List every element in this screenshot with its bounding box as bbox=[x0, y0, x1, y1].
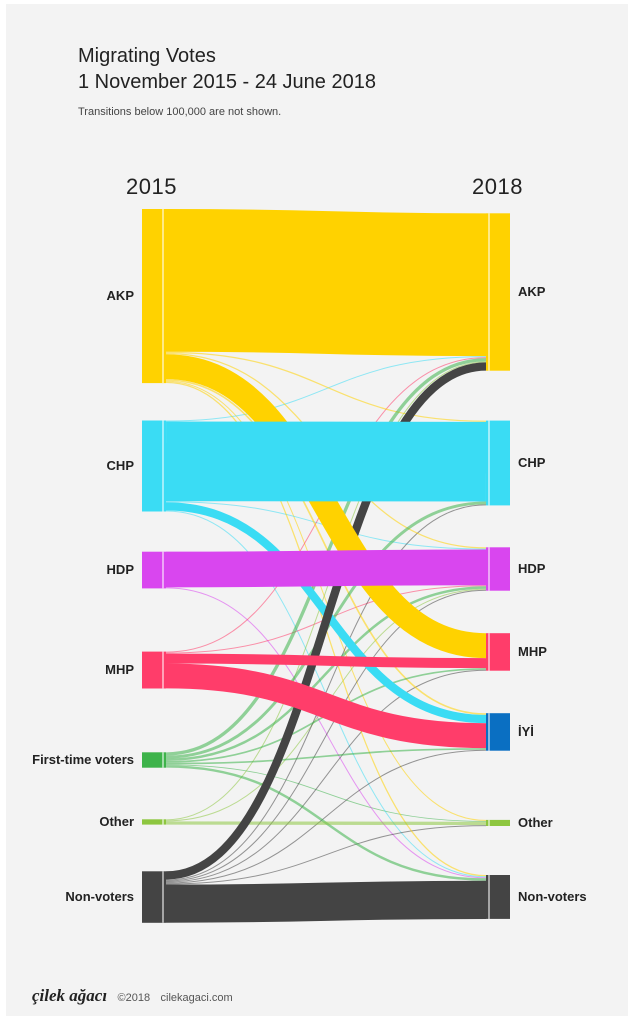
label-left-other: Other bbox=[99, 814, 134, 829]
label-right-chp: CHP bbox=[518, 455, 546, 470]
label-right-hdp: HDP bbox=[518, 561, 546, 576]
flow-non-voters-to-akp bbox=[165, 362, 487, 880]
flow-non-voters-to-chp bbox=[165, 504, 487, 881]
label-right-i-yi: İYİ bbox=[518, 724, 534, 739]
flow-akp-to-akp bbox=[165, 208, 487, 357]
flow-akp-to-other bbox=[165, 380, 487, 821]
flow-other-to-akp bbox=[165, 361, 487, 821]
label-right-non-voters: Non-voters bbox=[518, 889, 587, 904]
flow-first-time-voters-to-i-yi bbox=[165, 748, 487, 765]
label-left-chp: CHP bbox=[107, 458, 135, 473]
node-left-akp bbox=[142, 209, 166, 384]
flow-non-voters-to-hdp bbox=[165, 589, 487, 882]
label-left-non-voters: Non-voters bbox=[65, 889, 134, 904]
node-right-chp bbox=[486, 420, 510, 506]
flow-mhp-to-i-yi bbox=[165, 663, 487, 749]
node-left-hdp bbox=[142, 551, 166, 589]
node-left-other bbox=[142, 819, 166, 825]
sankey-diagram: AKP CHP HDP MHP First-time voters Other Non-vo… bbox=[32, 208, 587, 923]
chart-title: Migrating Votes bbox=[78, 45, 216, 67]
chart-subtitle: Transitions below 100,000 are not shown. bbox=[78, 106, 282, 118]
flow-akp-to-mhp bbox=[165, 354, 487, 659]
flows-layer bbox=[165, 208, 487, 923]
flow-akp-to-chp bbox=[165, 351, 487, 422]
labels-layer: AKP CHP HDP MHP First-time voters Other Non-vo… bbox=[32, 284, 587, 904]
label-right-akp: AKP bbox=[518, 284, 546, 299]
label-left-hdp: HDP bbox=[107, 562, 135, 577]
flow-mhp-to-mhp bbox=[165, 653, 487, 669]
label-left-mhp: MHP bbox=[105, 662, 134, 677]
node-right-mhp bbox=[486, 633, 510, 671]
flow-non-voters-to-i-yi bbox=[165, 749, 487, 884]
label-left-first-time-voters: First-time voters bbox=[32, 752, 134, 767]
node-left-non-voters bbox=[142, 871, 166, 923]
flow-hdp-to-hdp bbox=[165, 549, 487, 588]
year-label-2018: 2018 bbox=[472, 174, 523, 199]
chart-card: Migrating Votes 1 November 2015 - 24 Jun… bbox=[6, 4, 628, 1016]
copyright-text: ©2018 bbox=[117, 992, 151, 1004]
flow-non-voters-to-mhp bbox=[165, 669, 487, 883]
node-right-other bbox=[486, 819, 510, 826]
flow-non-voters-to-other bbox=[165, 825, 487, 885]
label-left-akp: AKP bbox=[107, 288, 135, 303]
flow-first-time-voters-to-hdp bbox=[165, 586, 487, 762]
flow-non-voters-to-non-voters bbox=[165, 880, 487, 923]
node-right-i-yi bbox=[486, 713, 510, 751]
footer: çilek ağacı ©2018 cilekagaci.com bbox=[32, 986, 233, 1006]
node-left-mhp bbox=[142, 651, 166, 689]
node-right-akp bbox=[486, 213, 510, 371]
flow-chp-to-akp bbox=[165, 356, 487, 422]
label-right-mhp: MHP bbox=[518, 644, 547, 659]
site-url[interactable]: cilekagaci.com bbox=[160, 992, 233, 1004]
brand-logo: çilek ağacı bbox=[32, 986, 108, 1005]
year-label-2015: 2015 bbox=[126, 174, 177, 199]
flow-akp-to-i-yi bbox=[165, 379, 487, 715]
node-right-non-voters bbox=[486, 875, 510, 919]
node-right-hdp bbox=[486, 547, 510, 591]
flow-first-time-voters-to-other bbox=[165, 764, 487, 822]
chart-date-range: 1 November 2015 - 24 June 2018 bbox=[78, 71, 376, 93]
label-right-other: Other bbox=[518, 815, 553, 830]
nodes-layer bbox=[142, 209, 510, 923]
flow-hdp-to-non-voters bbox=[165, 587, 487, 879]
node-left-chp bbox=[142, 420, 166, 512]
node-left-first-time-voters bbox=[142, 752, 166, 768]
